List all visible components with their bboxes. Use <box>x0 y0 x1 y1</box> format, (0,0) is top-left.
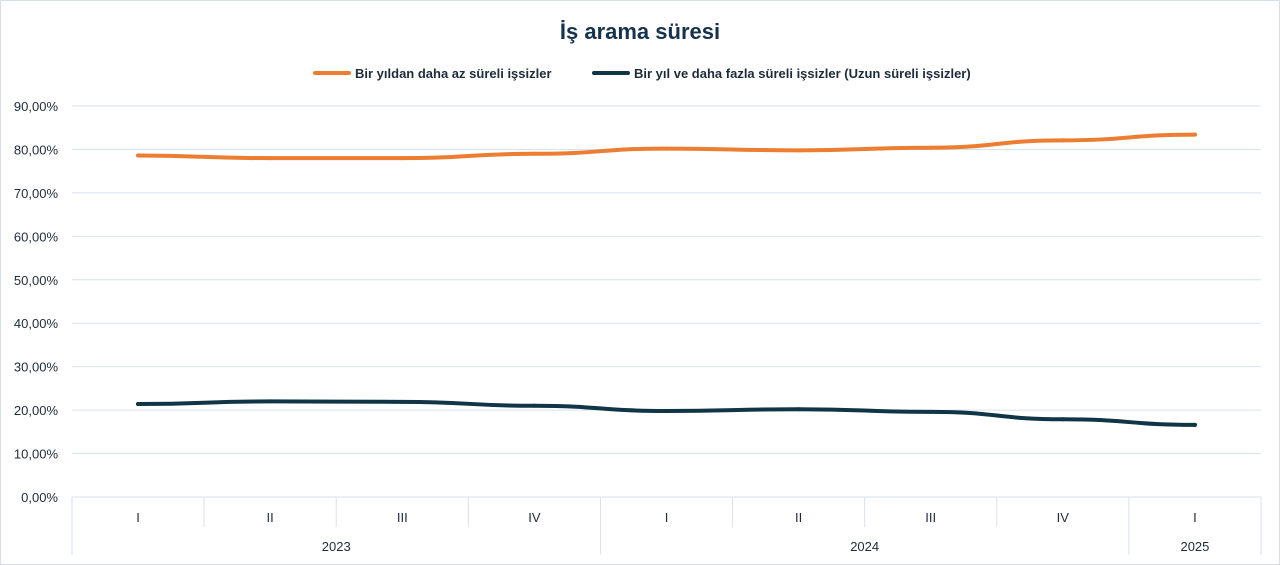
y-tick-label: 50,00% <box>14 273 59 288</box>
x-group-label: 2025 <box>1180 539 1209 554</box>
data-point <box>268 156 273 161</box>
data-point <box>1192 132 1197 137</box>
x-tick-label: IV <box>528 510 541 525</box>
data-point <box>268 399 273 404</box>
y-tick-label: 30,00% <box>14 360 59 375</box>
data-point <box>796 407 801 412</box>
data-point <box>664 146 669 151</box>
y-tick-label: 80,00% <box>14 142 59 157</box>
y-tick-label: 40,00% <box>14 316 59 331</box>
x-tick-label: II <box>795 510 802 525</box>
chart-title: İş arama süresi <box>560 19 720 44</box>
data-point <box>532 403 537 408</box>
data-point <box>1192 422 1197 427</box>
series-line-0 <box>136 132 1197 161</box>
y-tick-label: 60,00% <box>14 229 59 244</box>
data-point <box>796 148 801 153</box>
legend-label-short-term: Bir yıldan daha az süreli işsizler <box>355 66 552 81</box>
chart-legend: Bir yıldan daha az süreli işsizler Bir y… <box>313 66 971 81</box>
data-point <box>928 409 933 414</box>
x-group-label: 2024 <box>850 539 879 554</box>
y-tick-label: 90,00% <box>14 99 59 114</box>
x-tick-label: I <box>136 510 140 525</box>
series-lines <box>136 132 1197 427</box>
data-point <box>400 156 405 161</box>
grid-lines <box>72 105 1261 498</box>
series-line-1 <box>136 399 1197 427</box>
x-tick-label: II <box>267 510 274 525</box>
x-group-label: 2023 <box>322 539 351 554</box>
y-axis-ticks: 0,00% 10,00% 20,00% 30,00% 40,00% 50,00% 60,00… <box>14 99 59 505</box>
data-point <box>400 399 405 404</box>
y-tick-label: 20,00% <box>14 403 59 418</box>
x-tick-label: III <box>397 510 408 525</box>
y-tick-label: 70,00% <box>14 186 59 201</box>
data-point <box>1060 138 1065 143</box>
x-tick-label: III <box>925 510 936 525</box>
data-point <box>928 145 933 150</box>
data-point <box>136 153 141 158</box>
y-tick-label: 0,00% <box>21 490 58 505</box>
data-point <box>1060 417 1065 422</box>
data-point <box>136 402 141 407</box>
data-point <box>532 151 537 156</box>
y-tick-label: 10,00% <box>14 447 59 462</box>
x-tick-label: I <box>665 510 669 525</box>
data-point <box>664 408 669 413</box>
x-tick-label: IV <box>1057 510 1070 525</box>
x-tick-label: I <box>1193 510 1197 525</box>
legend-label-long-term: Bir yıl ve daha fazla süreli işsizler (U… <box>634 66 971 81</box>
